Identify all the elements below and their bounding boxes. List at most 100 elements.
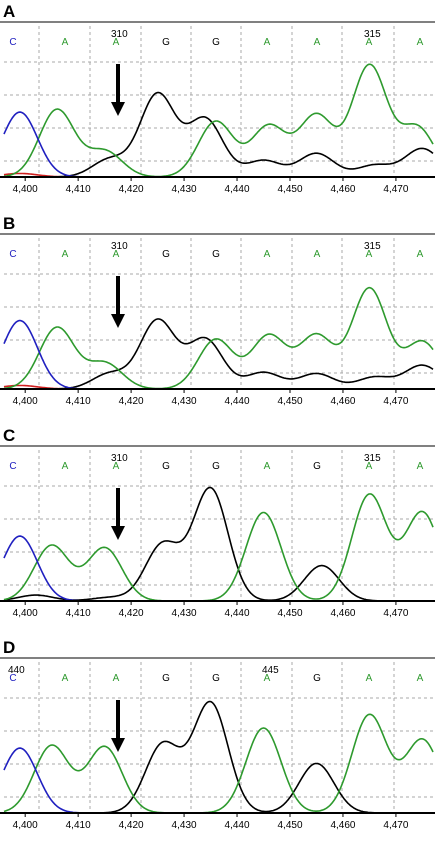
trace-c (3, 319, 433, 390)
position-label: 315 (364, 241, 381, 252)
panel-label: B (3, 214, 15, 233)
base-call: A (417, 249, 424, 260)
x-tick-label: 4,460 (330, 184, 355, 195)
x-tick-label: 4,470 (383, 184, 408, 195)
base-call: G (162, 249, 170, 260)
x-tick-label: 4,450 (277, 396, 302, 407)
x-tick-label: 4,470 (383, 820, 408, 831)
base-call: A (366, 461, 373, 472)
x-tick-label: 4,460 (330, 396, 355, 407)
x-tick-label: 4,430 (172, 396, 197, 407)
x-tick-label: 4,470 (383, 608, 408, 619)
x-tick-label: 4,400 (13, 820, 38, 831)
base-call: A (314, 37, 321, 48)
base-call: C (9, 37, 16, 48)
base-call: A (264, 673, 271, 684)
trace-a (3, 286, 434, 390)
x-tick-label: 4,400 (13, 396, 38, 407)
base-call: A (264, 249, 271, 260)
base-call: G (212, 673, 220, 684)
x-tick-label: 4,420 (119, 608, 144, 619)
base-call: A (366, 249, 373, 260)
trace-g (4, 91, 434, 178)
x-tick-label: 4,450 (277, 820, 302, 831)
x-tick-label: 4,440 (225, 396, 250, 407)
position-label: 310 (111, 453, 128, 464)
chromatogram-panel-b: B 310 315 C A A G G A A A A 4,400 4,410 4,420 4,430 4,44… (0, 214, 435, 407)
chromatogram-panel-d: D 440 445 C A A G G A G A A 4,400 4,410 4,420 4,430 4,44… (0, 638, 435, 831)
x-tick-label: 4,410 (66, 184, 91, 195)
trace-g (4, 318, 434, 390)
base-call: A (113, 673, 120, 684)
base-call: G (162, 673, 170, 684)
x-tick-label: 4,440 (225, 820, 250, 831)
mutation-arrow (111, 488, 125, 540)
grid (4, 238, 433, 389)
x-tick-label: 4,450 (277, 184, 302, 195)
x-tick-label: 4,460 (330, 820, 355, 831)
trace-a (3, 493, 434, 602)
position-label: 315 (364, 453, 381, 464)
x-tick-label: 4,420 (119, 184, 144, 195)
base-call: A (62, 461, 69, 472)
base-call: A (264, 461, 271, 472)
grid (4, 662, 433, 813)
x-tick-label: 4,410 (66, 820, 91, 831)
base-call: A (113, 37, 120, 48)
x-tick-label: 4,470 (383, 396, 408, 407)
base-call: A (62, 37, 69, 48)
base-call: C (9, 249, 16, 260)
x-tick-label: 4,430 (172, 608, 197, 619)
panel-label: A (3, 2, 15, 21)
x-tick-label: 4,440 (225, 184, 250, 195)
x-tick-label: 4,450 (277, 608, 302, 619)
base-call: A (417, 673, 424, 684)
panel-label: C (3, 426, 15, 445)
position-label: 445 (262, 665, 279, 676)
base-call: A (264, 37, 271, 48)
base-call: A (62, 673, 69, 684)
x-tick-label: 4,400 (13, 184, 38, 195)
arrow-head (111, 738, 125, 752)
trace-g (4, 700, 433, 814)
grid (4, 450, 433, 601)
position-label: 315 (364, 29, 381, 40)
base-call: A (314, 249, 321, 260)
base-call: A (417, 461, 424, 472)
x-tick-label: 4,400 (13, 608, 38, 619)
mutation-arrow (111, 64, 125, 116)
chromatogram-panel-c: C 310 315 C A A G G A G A A 4,400 4,410 4,420 4,430 4,44… (0, 426, 435, 619)
arrow-head (111, 526, 125, 540)
x-tick-label: 4,440 (225, 608, 250, 619)
base-call: C (9, 461, 16, 472)
mutation-arrow (111, 276, 125, 328)
base-call: A (113, 461, 120, 472)
trace-a (3, 713, 434, 814)
mutation-arrow (111, 700, 125, 752)
base-call: A (62, 249, 69, 260)
panel-label: D (3, 638, 15, 657)
trace-a (3, 63, 434, 178)
base-call: A (417, 37, 424, 48)
x-tick-label: 4,410 (66, 608, 91, 619)
base-call: G (212, 249, 220, 260)
x-tick-label: 4,460 (330, 608, 355, 619)
trace-c (3, 535, 433, 602)
base-call: G (212, 37, 220, 48)
base-call: G (212, 461, 220, 472)
base-call: A (113, 249, 120, 260)
trace-c (3, 747, 433, 814)
x-tick-label: 4,410 (66, 396, 91, 407)
trace-g (3, 486, 433, 602)
grid (4, 26, 433, 177)
base-call: G (162, 37, 170, 48)
x-tick-label: 4,420 (119, 820, 144, 831)
base-call: G (313, 461, 321, 472)
x-tick-label: 4,430 (172, 184, 197, 195)
base-call: G (313, 673, 321, 684)
position-label: 310 (111, 241, 128, 252)
base-call: A (366, 673, 373, 684)
base-call: G (162, 461, 170, 472)
